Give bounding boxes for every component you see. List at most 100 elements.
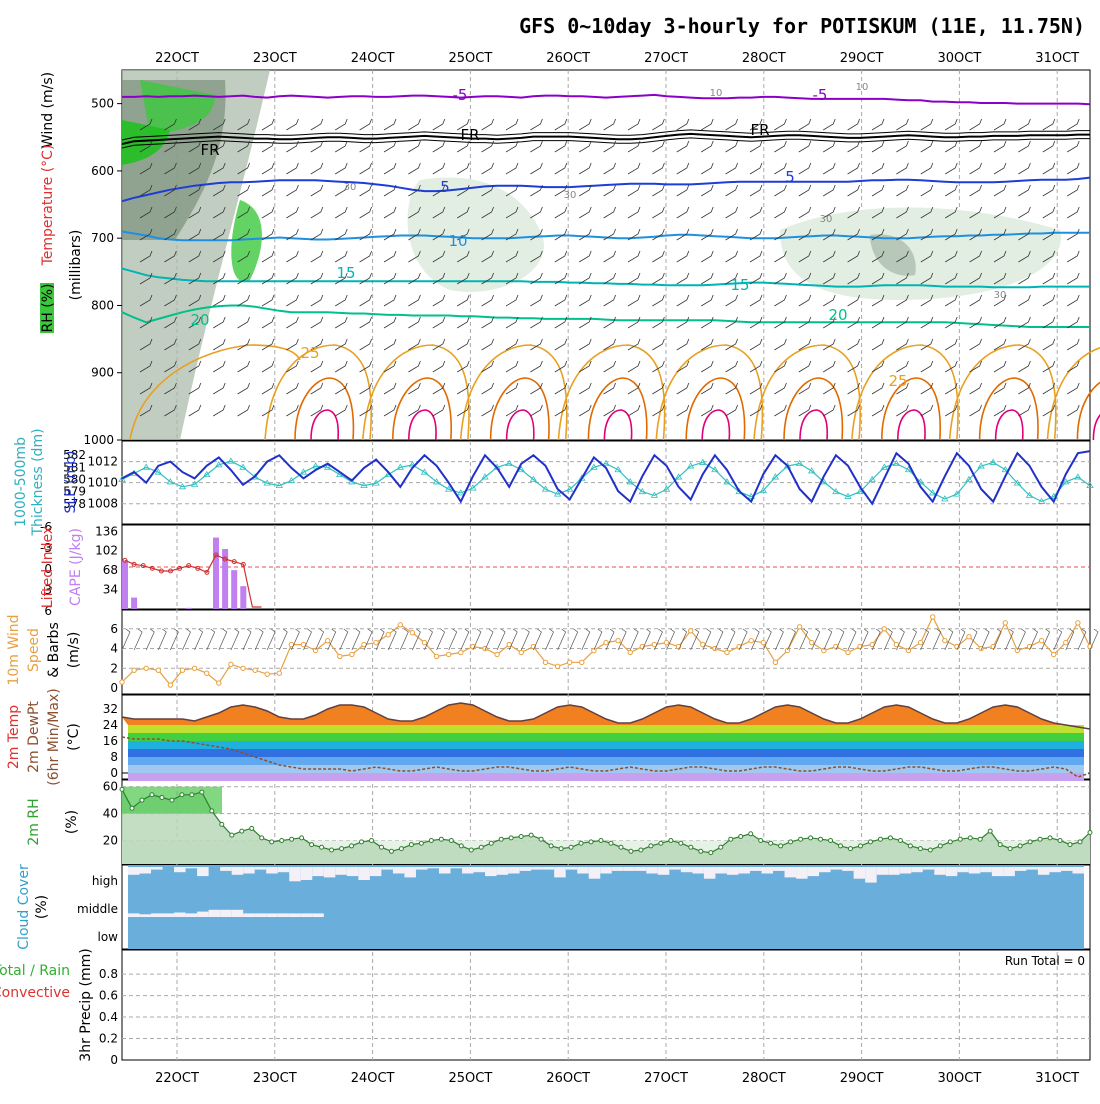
y-tick-label: 0.2 xyxy=(99,1032,118,1046)
wind-barb xyxy=(603,294,616,307)
wind-barb xyxy=(799,628,809,651)
wind-barb xyxy=(847,628,857,651)
thickness-point xyxy=(1025,491,1034,498)
y-tick-label: 16 xyxy=(103,734,118,748)
wind-barb xyxy=(188,294,202,307)
cloud-high-bar xyxy=(945,867,958,877)
wind-barb xyxy=(310,360,324,373)
rh-point xyxy=(179,792,185,798)
wind-barb xyxy=(700,162,714,175)
wind-barb xyxy=(212,118,226,131)
rh-point xyxy=(1037,836,1043,842)
wind-barb xyxy=(432,140,446,153)
wind-barb xyxy=(188,228,202,241)
date-tick-top: 22OCT xyxy=(155,51,199,66)
wind-barb xyxy=(242,628,252,651)
wind-barb xyxy=(261,140,275,153)
wind-barb xyxy=(261,404,275,417)
wind-barb xyxy=(603,206,616,219)
isotherm-30-lobe xyxy=(1076,381,1100,441)
wind-barb xyxy=(944,404,958,417)
isotherm-30-lobe xyxy=(881,377,941,441)
cloud-high-bar xyxy=(715,867,727,874)
wind-barb xyxy=(871,140,885,153)
wind-barb xyxy=(481,140,494,153)
wind-barb xyxy=(237,294,250,307)
wind-barb xyxy=(993,250,1007,263)
wind-barb xyxy=(775,628,784,651)
rh-point xyxy=(1047,835,1053,841)
wind-speed-point xyxy=(627,649,633,656)
wind-barb xyxy=(569,628,579,651)
wind-barb xyxy=(1004,628,1014,651)
wind-barb xyxy=(871,628,881,651)
isotherm-30-lobe xyxy=(978,377,1039,441)
wind-barb xyxy=(822,382,836,395)
wind-barb xyxy=(896,316,909,329)
wind-barb xyxy=(627,294,641,307)
wind-barb xyxy=(578,206,592,219)
wind-barb xyxy=(261,316,275,329)
thickness-point xyxy=(807,467,816,474)
lifted-index-point xyxy=(177,565,183,571)
wind-barb xyxy=(774,118,787,131)
wind-barb xyxy=(408,294,421,307)
cloud-high-bar xyxy=(508,867,520,874)
wind-barb xyxy=(530,184,543,197)
wind-barb xyxy=(424,628,433,651)
wind-barb xyxy=(944,184,958,197)
wind-barb xyxy=(896,250,909,263)
cloud-high-bar xyxy=(346,867,359,877)
wind-barb xyxy=(603,382,616,395)
wind-barb xyxy=(1042,206,1056,219)
y-tick-label: 0 xyxy=(110,766,118,780)
wind-barb xyxy=(700,360,714,373)
wind-barb xyxy=(993,184,1007,197)
wind-barb xyxy=(286,206,299,219)
thickness-point xyxy=(965,475,973,482)
wind-speed-point xyxy=(494,651,500,658)
cloud-high-bar xyxy=(519,867,532,871)
wind-barb xyxy=(286,316,299,329)
cloud-high-bar xyxy=(830,867,843,870)
wind-barb xyxy=(700,316,714,329)
wind-barb xyxy=(725,184,738,197)
wind-barb xyxy=(310,404,324,417)
y-axis-label: 1000-500mb xyxy=(13,437,29,527)
isotherm-35-lobe xyxy=(603,409,633,441)
wind-barb xyxy=(505,338,519,351)
wind-barb xyxy=(993,118,1007,131)
run-total-label: Run Total = 0 xyxy=(1005,954,1085,968)
cloud-high-bar xyxy=(323,867,336,878)
thickness-line xyxy=(121,460,1091,503)
wind-speed-point xyxy=(458,649,464,656)
isotherm-35-lobe xyxy=(994,409,1024,441)
y-axis-label: SLP (mb) xyxy=(63,450,79,513)
wind-barb xyxy=(1018,382,1031,395)
wind-barb xyxy=(145,628,155,651)
wind-speed-point xyxy=(784,647,791,654)
thickness-point xyxy=(457,489,465,496)
cloud-high-bar xyxy=(231,867,244,875)
cloud-high-bar xyxy=(980,867,992,873)
wind-barb xyxy=(750,628,760,651)
wind-barb xyxy=(286,338,299,351)
cloud-middle-bar xyxy=(220,909,232,917)
wind-barb xyxy=(310,382,324,395)
wind-barb xyxy=(530,404,543,417)
wind-barb xyxy=(896,404,909,417)
wind-barb xyxy=(725,228,738,241)
date-tick-top: 29OCT xyxy=(840,51,884,66)
wind-barb xyxy=(676,338,690,351)
contour-label: 15 xyxy=(336,264,355,282)
wind-barb xyxy=(359,206,372,219)
rh-point xyxy=(279,838,285,844)
wind-barb xyxy=(798,140,812,153)
wind-barb xyxy=(286,162,299,175)
wind-barb xyxy=(412,628,421,651)
rh-point xyxy=(768,840,774,846)
wind-barb xyxy=(359,184,372,197)
wind-barb xyxy=(1018,250,1031,263)
isotherm-35-lobe xyxy=(897,409,926,441)
wind-barb xyxy=(847,206,860,219)
